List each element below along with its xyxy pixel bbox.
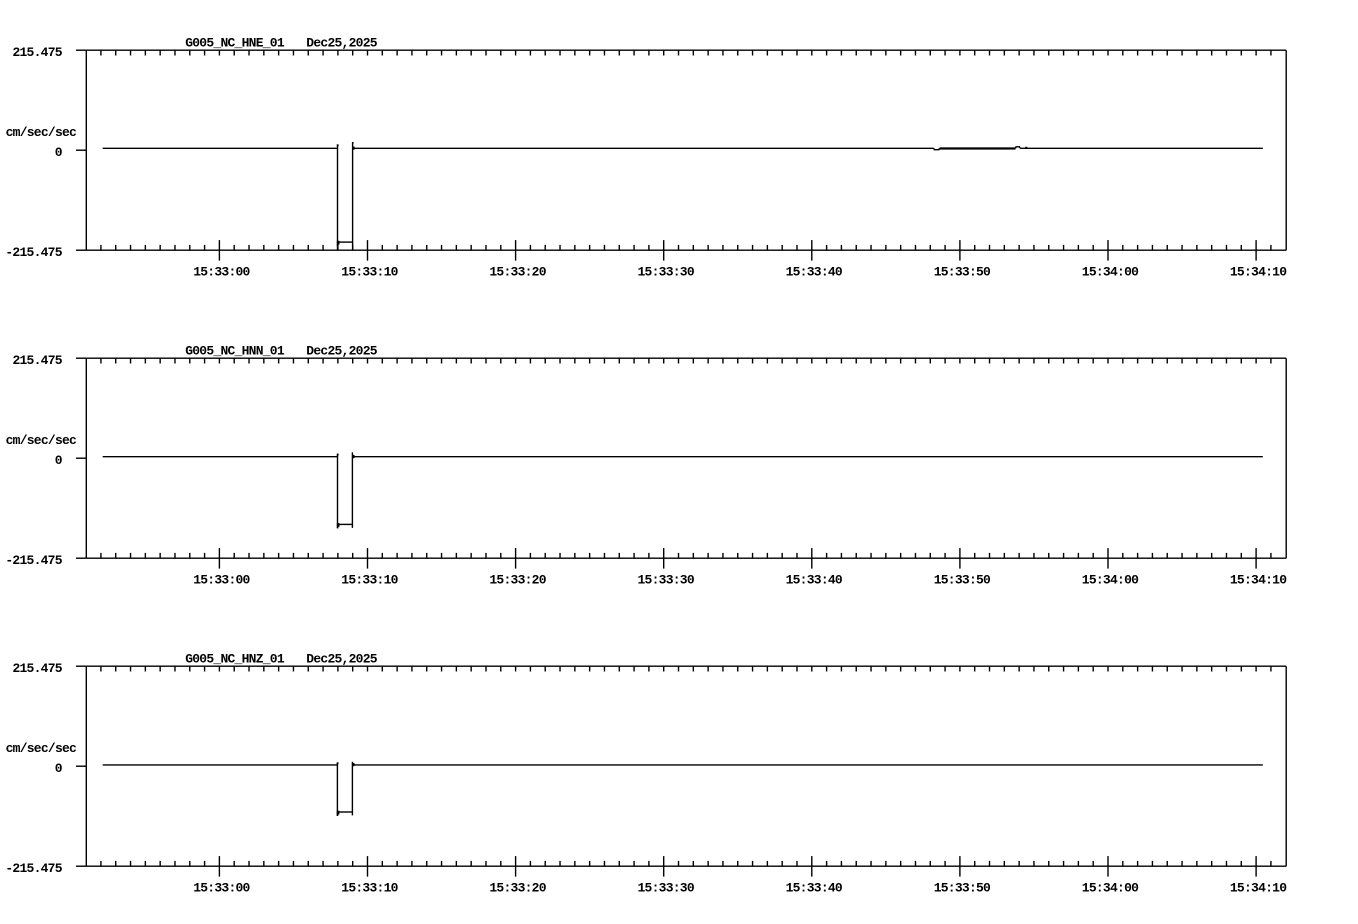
svg-text:cm/sec/sec: cm/sec/sec: [6, 741, 77, 756]
svg-text:15:33:00: 15:33:00: [193, 573, 250, 588]
svg-text:cm/sec/sec: cm/sec/sec: [6, 125, 77, 140]
svg-text:0: 0: [55, 453, 63, 468]
svg-text:15:34:10: 15:34:10: [1230, 573, 1287, 588]
svg-text:-215.475: -215.475: [5, 245, 62, 260]
svg-text:15:34:00: 15:34:00: [1082, 881, 1139, 896]
svg-text:15:34:10: 15:34:10: [1230, 265, 1287, 280]
svg-text:15:33:50: 15:33:50: [934, 265, 991, 280]
svg-text:15:33:30: 15:33:30: [637, 265, 694, 280]
svg-text:-215.475: -215.475: [5, 553, 62, 568]
svg-text:15:33:30: 15:33:30: [637, 881, 694, 896]
svg-text:15:33:50: 15:33:50: [934, 881, 991, 896]
svg-text:215.475: 215.475: [12, 45, 62, 60]
svg-text:15:34:00: 15:34:00: [1082, 573, 1139, 588]
svg-text:15:33:20: 15:33:20: [489, 265, 546, 280]
svg-text:15:33:10: 15:33:10: [341, 881, 398, 896]
svg-text:15:33:40: 15:33:40: [786, 265, 843, 280]
svg-text:Dec25,2025: Dec25,2025: [306, 651, 377, 666]
svg-text:15:33:10: 15:33:10: [341, 573, 398, 588]
svg-text:0: 0: [55, 761, 63, 776]
svg-text:0: 0: [55, 145, 63, 160]
svg-text:15:33:50: 15:33:50: [934, 573, 991, 588]
svg-text:215.475: 215.475: [12, 661, 62, 676]
svg-text:Dec25,2025: Dec25,2025: [306, 35, 377, 50]
svg-text:Dec25,2025: Dec25,2025: [306, 343, 377, 358]
svg-text:cm/sec/sec: cm/sec/sec: [6, 433, 77, 448]
svg-text:G005_NC_HNZ_01: G005_NC_HNZ_01: [185, 651, 285, 666]
svg-text:15:33:40: 15:33:40: [786, 881, 843, 896]
svg-text:15:33:40: 15:33:40: [786, 573, 843, 588]
svg-text:15:34:10: 15:34:10: [1230, 881, 1287, 896]
svg-text:15:33:00: 15:33:00: [193, 881, 250, 896]
svg-text:15:33:20: 15:33:20: [489, 881, 546, 896]
svg-text:15:33:00: 15:33:00: [193, 265, 250, 280]
svg-text:G005_NC_HNN_01: G005_NC_HNN_01: [185, 343, 285, 358]
svg-text:15:34:00: 15:34:00: [1082, 265, 1139, 280]
svg-text:15:33:20: 15:33:20: [489, 573, 546, 588]
svg-text:215.475: 215.475: [12, 353, 62, 368]
svg-text:-215.475: -215.475: [5, 861, 62, 876]
svg-text:15:33:10: 15:33:10: [341, 265, 398, 280]
svg-text:G005_NC_HNE_01: G005_NC_HNE_01: [185, 35, 285, 50]
svg-text:15:33:30: 15:33:30: [637, 573, 694, 588]
